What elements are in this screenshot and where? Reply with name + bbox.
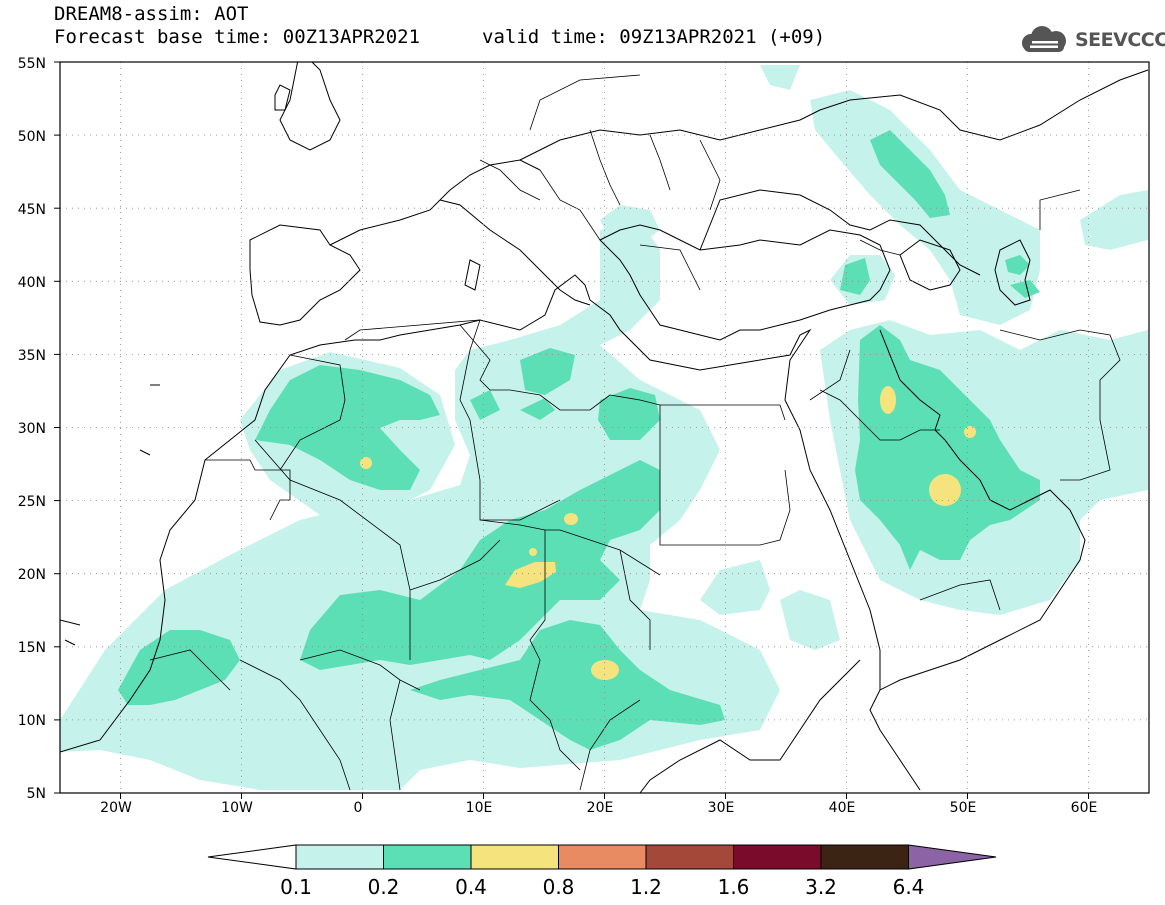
colorbar-label: 1.2 bbox=[630, 875, 662, 899]
colorbar-bin bbox=[295, 844, 384, 870]
lat-tick-label: 55N bbox=[18, 56, 46, 72]
lon-tick-label: 20W bbox=[100, 800, 132, 816]
colorbar-label: 0.1 bbox=[280, 875, 312, 899]
lon-tick-label: 50E bbox=[950, 800, 977, 816]
lon-tick-label: 0 bbox=[354, 800, 363, 816]
lat-axis: 5N 10N 15N 20N 25N 30N 35N 40N 45N 50N 5… bbox=[18, 56, 46, 802]
colorbar-bin bbox=[383, 844, 472, 870]
lon-tick-label: 40E bbox=[829, 800, 856, 816]
colorbar-label: 3.2 bbox=[805, 875, 837, 899]
lat-tick-label: 30N bbox=[18, 421, 46, 437]
colorbar-label: 0.8 bbox=[543, 875, 575, 899]
lat-tick-label: 50N bbox=[18, 129, 46, 145]
forecast-base-time: Forecast base time: 00Z13APR2021 bbox=[54, 26, 421, 48]
lat-tick-label: 45N bbox=[18, 202, 46, 218]
colorbar bbox=[207, 844, 997, 870]
lat-tick-label: 15N bbox=[18, 640, 46, 656]
axis-ticks bbox=[54, 61, 1089, 799]
aot-field-0.4-0.8 bbox=[360, 386, 976, 680]
valid-time: valid time: 09Z13APR2021 (+09) bbox=[482, 26, 826, 48]
colorbar-bin bbox=[820, 844, 909, 870]
colorbar-label: 0.4 bbox=[455, 875, 487, 899]
lon-tick-label: 60E bbox=[1071, 800, 1098, 816]
colorbar-label: 0.2 bbox=[368, 875, 400, 899]
country-borders bbox=[149, 74, 1121, 791]
lat-tick-label: 40N bbox=[18, 275, 46, 291]
colorbar-label: 6.4 bbox=[893, 875, 925, 899]
lon-axis: 20W 10W 0 10E 20E 30E 40E 50E 60E bbox=[100, 800, 1097, 816]
cloud-icon bbox=[1022, 26, 1066, 52]
map-title: DREAM8-assim: AOT bbox=[54, 3, 249, 25]
colorbar-bin bbox=[558, 844, 647, 870]
lat-tick-label: 25N bbox=[18, 494, 46, 510]
lon-tick-label: 30E bbox=[708, 800, 735, 816]
lon-tick-label: 10W bbox=[221, 800, 253, 816]
aot-fields bbox=[60, 65, 1148, 790]
colorbar-bin bbox=[645, 844, 734, 870]
lat-tick-label: 20N bbox=[18, 567, 46, 583]
lat-tick-label: 35N bbox=[18, 348, 46, 364]
colorbar-bin bbox=[733, 844, 822, 870]
logo-text: SEEVCCC bbox=[1075, 29, 1165, 51]
lat-tick-label: 10N bbox=[18, 713, 46, 729]
lon-tick-label: 10E bbox=[466, 800, 493, 816]
colorbar-bin bbox=[908, 844, 997, 870]
colorbar-bin bbox=[470, 844, 559, 870]
colorbar-label: 1.6 bbox=[718, 875, 750, 899]
coastlines bbox=[60, 62, 1149, 793]
colorbar-labels: 0.1 0.2 0.4 0.8 1.2 1.6 3.2 6.4 bbox=[280, 875, 924, 899]
lon-tick-label: 20E bbox=[587, 800, 614, 816]
lat-tick-label: 5N bbox=[27, 786, 46, 802]
colorbar-bin bbox=[207, 844, 297, 870]
